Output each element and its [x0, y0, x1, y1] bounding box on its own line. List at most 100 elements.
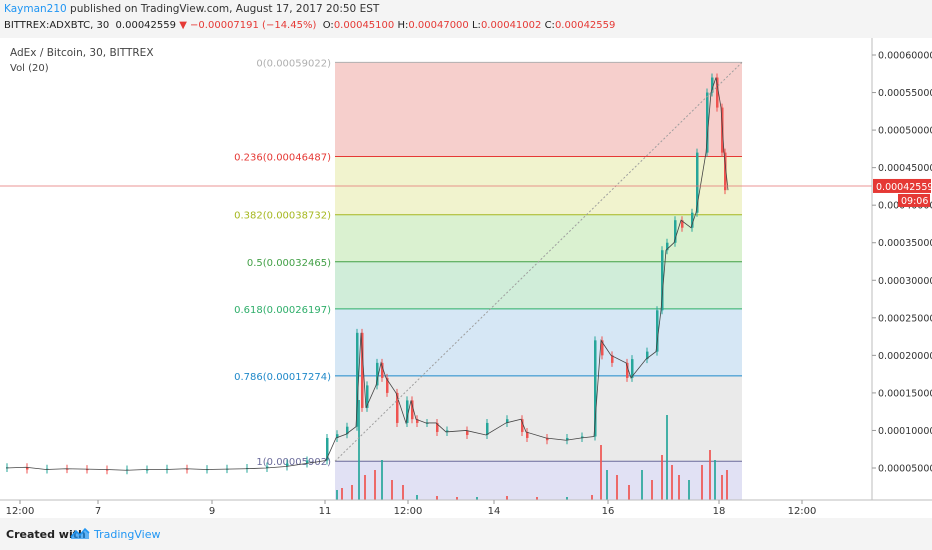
candle-body	[286, 463, 289, 467]
fib-level-label: 1(0.00005902)	[256, 457, 331, 468]
volume-bar	[436, 496, 438, 500]
candle-body	[696, 152, 699, 213]
time-axis-label: 12:00	[788, 506, 817, 517]
volume-bar	[709, 450, 711, 500]
price-path	[5, 77, 729, 471]
volume-bar	[651, 480, 653, 500]
volume-bar	[591, 495, 593, 500]
created-with-text: Created with	[6, 528, 86, 541]
candle-body	[661, 250, 664, 311]
price-axis-label: 0.00030000	[878, 276, 932, 287]
price-candles	[0, 61, 872, 475]
time-axis-label: 16	[602, 506, 615, 517]
price-change: ▼ −0.00007191 (−14.45%)	[179, 20, 317, 31]
candle-body	[266, 466, 269, 468]
published-text: published on TradingView.com, August 17,…	[66, 3, 380, 15]
instrument-title: AdEx / Bitcoin, 30, BITTREX	[10, 47, 154, 59]
candle-body	[406, 400, 409, 423]
candle-body	[416, 419, 419, 423]
volume-bar	[381, 460, 383, 500]
fib-level-label: 0(0.00059022)	[256, 58, 331, 69]
price-badge-text: 0.00042559	[876, 182, 932, 193]
volume-bar	[688, 480, 690, 500]
open-value: 0.00045100	[333, 20, 395, 31]
candle-body	[411, 400, 414, 420]
candle-body	[186, 468, 189, 470]
time-axis-label: 7	[95, 506, 101, 517]
candle-body	[631, 359, 634, 378]
chart-area[interactable]: 0(0.00059022) 0.236(0.00046487) 0.382(0.00…	[0, 38, 932, 518]
volume-bar	[701, 465, 703, 500]
time-axis-label: 12:00	[394, 506, 423, 517]
candle-body	[361, 332, 364, 408]
candle-body	[656, 310, 659, 352]
ohlc-line: BITTREX:ADXBTC, 30 0.00042559 ▼ −0.00007…	[4, 20, 615, 31]
fib-band	[335, 308, 742, 376]
candle-body	[526, 431, 529, 438]
symbol-label: BITTREX:ADXBTC, 30	[4, 20, 110, 31]
price-axis-label: 0.00010000	[878, 426, 932, 437]
candle-body	[366, 385, 369, 408]
high-label: H:	[397, 20, 409, 31]
time-axis-label: 12:00	[6, 506, 35, 517]
time-axis-label: 9	[209, 506, 215, 517]
volume-bar	[364, 475, 366, 500]
candle-body	[681, 220, 684, 228]
fib-band	[335, 375, 742, 462]
close-label: C:	[544, 20, 555, 31]
publish-info: Kayman210 published on TradingView.com, …	[4, 3, 379, 15]
candle-body	[146, 469, 149, 471]
candle-body	[716, 77, 719, 108]
price-chart-svg[interactable]: 0(0.00059022) 0.236(0.00046487) 0.382(0.00…	[0, 38, 932, 518]
volume-bars	[336, 400, 728, 500]
volume-bar	[402, 485, 404, 500]
fib-level-label: 0.382(0.00038732)	[234, 211, 331, 222]
candle-body	[66, 468, 69, 470]
time-badge-bg	[898, 193, 930, 207]
candle-body	[626, 362, 629, 378]
candle-body	[466, 430, 469, 435]
price-axis-label: 0.00005000	[878, 464, 932, 475]
price-axis-label: 0.00025000	[878, 313, 932, 324]
candle-body	[86, 469, 89, 471]
volume-bar	[351, 485, 353, 500]
candle-body	[646, 351, 649, 360]
fib-trend-line	[334, 61, 743, 462]
volume-bar	[341, 488, 343, 500]
price-badge-bg	[873, 178, 931, 193]
last-price: 0.00042559	[115, 20, 176, 31]
candle-body	[446, 430, 449, 432]
volume-bar	[506, 496, 508, 500]
axis-badges: 0.00042559 09:06	[873, 178, 932, 207]
volume-bar	[416, 495, 418, 500]
time-axis-label: 14	[488, 506, 501, 517]
candle-body	[546, 437, 549, 441]
volume-bar	[628, 485, 630, 500]
tradingview-logo-icon[interactable]	[70, 527, 90, 541]
candle-body	[611, 355, 614, 363]
price-axis-label: 0.00020000	[878, 351, 932, 362]
volume-bar	[606, 470, 608, 500]
candle-body	[306, 460, 309, 464]
volume-bar	[714, 460, 716, 500]
volume-bar	[678, 475, 680, 500]
price-axis-label: 0.00060000	[878, 51, 932, 62]
candle-body	[666, 242, 669, 251]
price-axis-label: 0.00015000	[878, 388, 932, 399]
volume-bar	[666, 415, 668, 500]
volume-bar	[616, 475, 618, 500]
candle-body	[724, 152, 727, 191]
candle-body	[356, 332, 359, 427]
volume-bar	[476, 497, 478, 500]
volume-bar	[358, 400, 360, 500]
candle-body	[396, 392, 399, 423]
candle-body	[521, 419, 524, 432]
tradingview-brand[interactable]: TradingView	[94, 528, 161, 541]
time-axis-label: 18	[713, 506, 726, 517]
fib-band	[335, 261, 742, 309]
candle-body	[376, 362, 379, 386]
author-link[interactable]: Kayman210	[4, 3, 67, 15]
price-axis-label: 0.00055000	[878, 88, 932, 99]
candle-body	[486, 422, 489, 435]
candle-body	[706, 92, 709, 153]
